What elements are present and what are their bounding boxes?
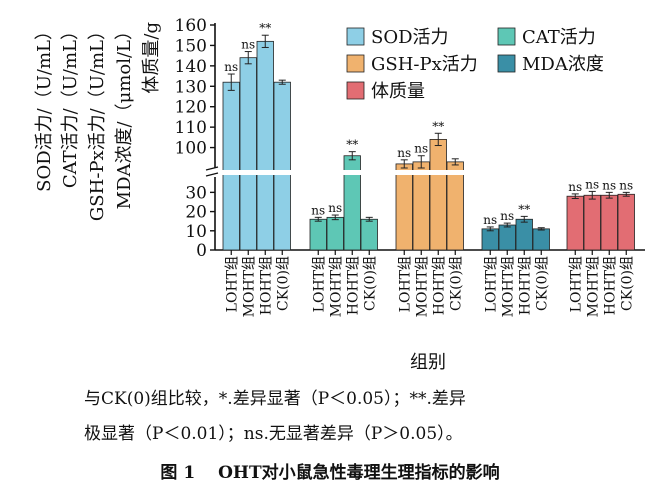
bar-3-4 <box>446 161 464 251</box>
x-tick-label: LOHT组 <box>568 256 584 312</box>
significance-label: ns <box>224 60 238 74</box>
bar-5-4 <box>617 193 635 251</box>
x-tick-label: MOHT组 <box>500 256 516 317</box>
bar-3-3 <box>429 138 447 251</box>
significance-label: ns <box>619 178 633 192</box>
legend-label-2: CAT活力 <box>522 27 596 48</box>
significance-label: ns <box>602 178 616 192</box>
significance-label: ** <box>346 138 358 152</box>
bar-4-2 <box>498 224 516 251</box>
significance-note-line-2: 极显著（P＜0.01）；ns.无显著差异（P＞0.05）。 <box>84 424 463 444</box>
x-tick-label: HOHT组 <box>517 256 533 315</box>
x-tick-label: LOHT组 <box>483 256 499 312</box>
significance-label: ns <box>328 201 342 215</box>
bar-3-2 <box>412 161 430 251</box>
x-tick-label: MOHT组 <box>328 256 344 317</box>
legend-label-1: SOD活力 <box>371 27 449 48</box>
significance-label: ns <box>397 146 411 160</box>
bar-2-1 <box>309 218 327 251</box>
y-axis-title-2: CAT活力/（U/mL） <box>60 22 81 188</box>
bar-2-3 <box>343 155 361 251</box>
y-tick-label: 0 <box>196 241 207 261</box>
axis-break-band <box>207 170 645 175</box>
x-tick-label: MOHT组 <box>414 256 430 317</box>
y-axis-title-5: 体质量/g <box>141 22 162 94</box>
x-axis-title: 组别 <box>410 352 446 373</box>
axis-break-mark <box>205 166 219 171</box>
legend-label-3: GSH-Px活力 <box>371 54 478 75</box>
y-axis-title-4: MDA浓度/（μmol/L） <box>114 22 135 209</box>
x-tick-label: HOHT组 <box>602 256 618 315</box>
x-tick-label: HOHT组 <box>431 256 447 315</box>
y-tick-label: 100 <box>175 139 207 159</box>
bar-1-4 <box>273 81 291 251</box>
legend-swatch-4 <box>497 54 516 73</box>
x-tick-label: LOHT组 <box>397 256 413 312</box>
legend-swatch-1 <box>346 27 365 46</box>
bar-3-1 <box>395 163 413 251</box>
axis-break-mark <box>205 172 219 177</box>
significance-label: ** <box>432 119 444 133</box>
significance-label: ns <box>241 38 255 52</box>
y-tick-label: 160 <box>175 16 207 36</box>
y-tick-label: 20 <box>185 203 207 223</box>
x-tick-label: CK(0)组 <box>619 256 635 311</box>
bar-1-1 <box>222 81 240 251</box>
x-tick-label: LOHT组 <box>224 256 240 312</box>
legend-swatch-5 <box>346 81 365 100</box>
y-axis-title-1: SOD活力/（U/mL） <box>34 22 55 192</box>
y-tick-label: 10 <box>185 222 207 242</box>
bar-5-1 <box>566 195 584 251</box>
significance-label: ** <box>259 21 271 35</box>
bar-1-2 <box>239 57 257 251</box>
x-tick-label: MOHT组 <box>241 256 257 317</box>
y-tick-label: 120 <box>175 98 207 118</box>
significance-label: ** <box>518 202 530 216</box>
bar-5-2 <box>583 194 601 251</box>
significance-label: ns <box>500 209 514 223</box>
y-tick-label: 140 <box>175 57 207 77</box>
bar-4-4 <box>532 228 550 251</box>
x-tick-label: LOHT组 <box>311 256 327 312</box>
figure-title: 图 1 OHT对小鼠急性毒理生理指标的影响 <box>160 463 500 483</box>
bar-4-1 <box>481 228 499 251</box>
y-tick-label: 150 <box>175 36 207 56</box>
x-tick-label: CK(0)组 <box>275 256 291 311</box>
significance-label: ns <box>483 213 497 227</box>
bar-1-3 <box>256 40 274 251</box>
x-tick-label: MOHT组 <box>585 256 601 317</box>
x-tick-label: HOHT组 <box>345 256 361 315</box>
y-axis-title-3: GSH-Px活力/（U/mL） <box>87 22 108 221</box>
legend-swatch-3 <box>346 54 365 73</box>
y-tick-label: 30 <box>185 183 207 203</box>
bar-2-2 <box>326 216 344 251</box>
y-tick-label: 130 <box>175 77 207 97</box>
significance-label: ns <box>311 203 325 217</box>
bar-4-3 <box>515 218 533 251</box>
significance-label: ns <box>568 180 582 194</box>
x-tick-label: HOHT组 <box>258 256 274 315</box>
x-tick-label: CK(0)组 <box>448 256 464 311</box>
bar-5-3 <box>600 194 618 251</box>
y-tick-label: 110 <box>175 118 207 138</box>
legend-swatch-2 <box>497 27 516 46</box>
x-tick-label: CK(0)组 <box>362 256 378 311</box>
significance-label: ns <box>585 177 599 191</box>
legend-label-4: MDA浓度 <box>522 54 604 75</box>
bar-2-4 <box>360 218 378 251</box>
significance-note-line-1: 与CK(0)组比较，*.差异显著（P＜0.05）；**.差异 <box>84 389 466 409</box>
legend-label-5: 体质量 <box>371 81 425 102</box>
x-tick-label: CK(0)组 <box>534 256 550 311</box>
significance-label: ns <box>414 142 428 156</box>
